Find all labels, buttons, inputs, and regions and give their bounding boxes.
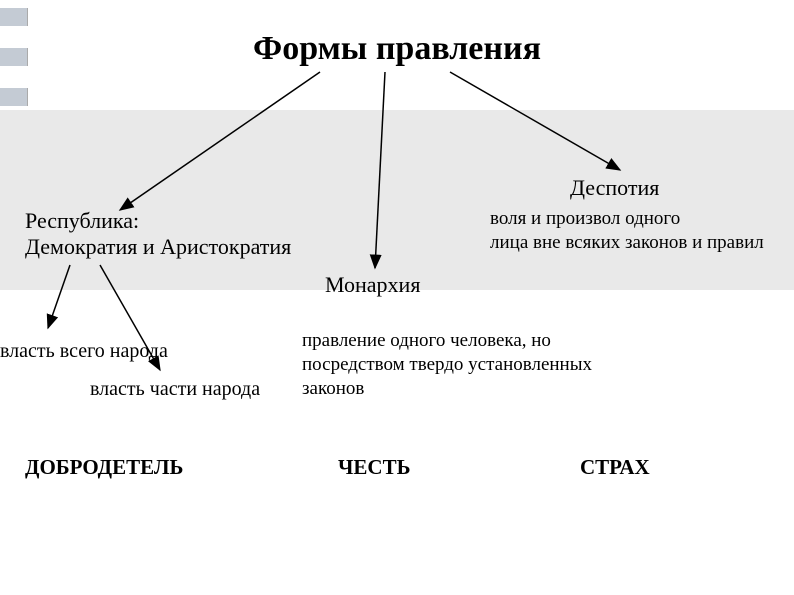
sidebar-tab-3 bbox=[0, 88, 28, 106]
node-strah: СТРАХ bbox=[580, 455, 650, 480]
gray-band bbox=[0, 110, 794, 290]
node-despotia-desc-line2: лица вне всяких законов и правил bbox=[490, 232, 764, 254]
node-respublika-subtitle: Демократия и Аристократия bbox=[25, 234, 291, 260]
node-respublika-heading: Республика: bbox=[25, 208, 139, 234]
node-monarchia-desc-line2: посредством твердо установленных bbox=[302, 354, 592, 376]
sidebar-tab-1 bbox=[0, 8, 28, 26]
node-despotia-desc-line1: воля и произвол одного bbox=[490, 208, 680, 230]
diagram-title: Формы правления bbox=[0, 30, 794, 68]
node-monarchia-desc-line3: законов bbox=[302, 378, 364, 400]
node-vlast-chasti: власть части народа bbox=[90, 378, 260, 401]
node-chest: ЧЕСТЬ bbox=[338, 455, 410, 480]
node-monarchia-heading: Монархия bbox=[325, 272, 420, 298]
node-vlast-vsego: власть всего народа bbox=[0, 340, 168, 363]
node-dobrodetel: ДОБРОДЕТЕЛЬ bbox=[25, 455, 183, 480]
node-despotia-heading: Деспотия bbox=[570, 175, 659, 201]
node-monarchia-desc-line1: правление одного человека, но bbox=[302, 330, 551, 352]
